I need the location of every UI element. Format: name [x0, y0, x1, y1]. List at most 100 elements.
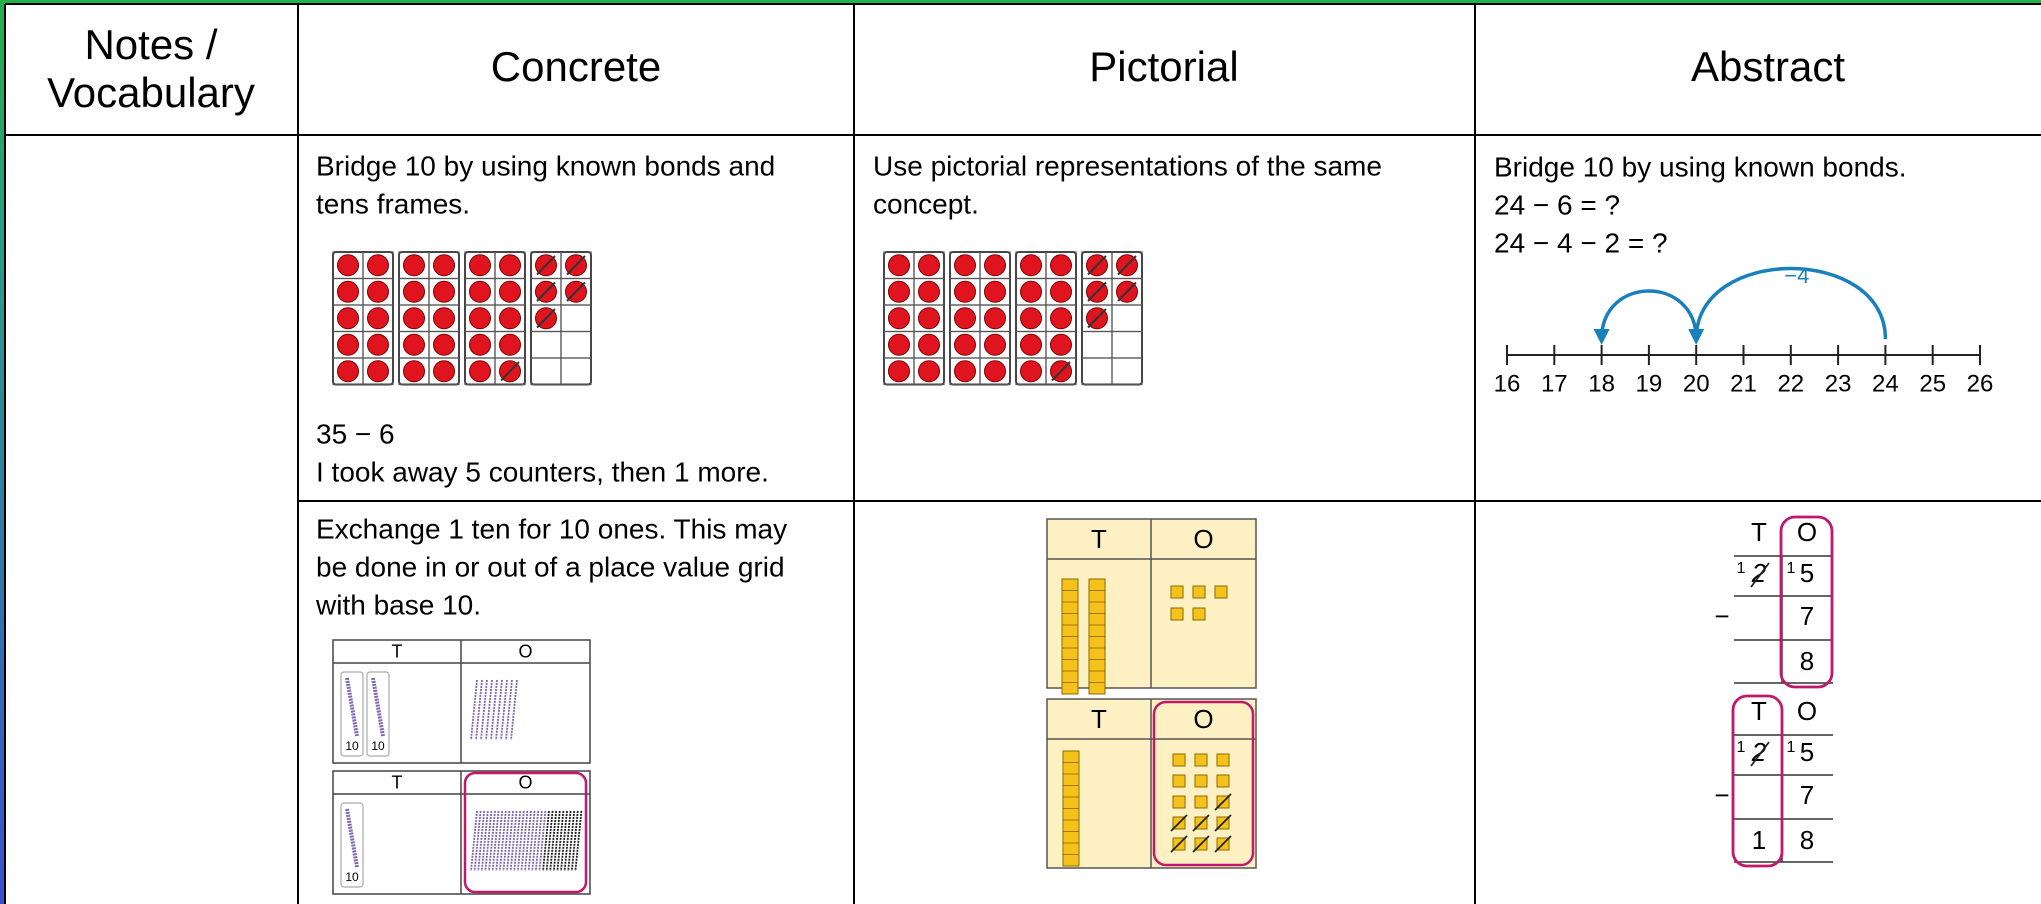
cross-out	[536, 255, 556, 276]
digit: 8	[1800, 825, 1814, 855]
counter	[954, 254, 976, 277]
cross-out	[1087, 281, 1107, 302]
counter	[1020, 360, 1042, 383]
ones-stick	[534, 810, 543, 872]
ones-stick	[549, 810, 558, 872]
header: Concrete	[491, 43, 661, 90]
counter	[888, 360, 910, 383]
cross-out	[1087, 255, 1107, 276]
number-label: 23	[1825, 370, 1852, 397]
pv-header: T	[392, 641, 403, 661]
counter	[1020, 333, 1042, 356]
counter	[337, 333, 359, 356]
counter	[1050, 254, 1072, 277]
frame-cell	[428, 357, 460, 386]
counter	[984, 360, 1006, 383]
jump-arc	[1694, 266, 1888, 340]
ones-stick	[516, 810, 525, 872]
counter	[499, 307, 521, 330]
ones-stick	[480, 810, 489, 872]
counter	[954, 307, 976, 330]
counter	[469, 333, 491, 356]
table-grid	[4, 3, 2041, 904]
ones-stick	[563, 810, 572, 872]
counter	[888, 333, 910, 356]
frame-cell	[1111, 357, 1143, 386]
ones-stick	[491, 810, 500, 872]
digit: 7	[1800, 780, 1814, 810]
cell-text: 35 − 6	[316, 418, 395, 449]
ones-stick	[520, 810, 529, 872]
counter	[469, 280, 491, 303]
ones-stick	[513, 810, 522, 872]
arrow-head	[1688, 329, 1705, 345]
frame-cell	[1045, 357, 1077, 386]
pv-header: T	[1091, 524, 1107, 554]
cube	[1170, 585, 1184, 599]
ones-stick	[538, 810, 547, 872]
ones-stick	[480, 679, 488, 741]
cube	[1194, 795, 1208, 809]
cross-out	[1117, 281, 1137, 302]
cube	[1194, 774, 1208, 788]
counter	[499, 254, 521, 277]
counter	[918, 254, 940, 277]
digit: 1	[1752, 825, 1766, 855]
arrow-head	[1593, 329, 1610, 345]
number-label: 18	[1588, 370, 1615, 397]
highlight	[463, 771, 588, 894]
cell-text: I took away 5 counters, then 1 more.	[316, 456, 769, 487]
cross-out	[1051, 361, 1071, 382]
ones-stick	[495, 810, 504, 872]
header-notes-line: Notes / Vocabulary	[47, 21, 255, 116]
ones-stick	[552, 810, 561, 872]
ones-stick	[556, 810, 565, 872]
ones-stick	[510, 679, 518, 741]
counter	[984, 280, 1006, 303]
highlight	[1779, 515, 1834, 689]
number-label: 25	[1919, 370, 1946, 397]
counter	[337, 254, 359, 277]
counter	[367, 280, 389, 303]
cell-text: Bridge 10 by using known bonds and	[316, 150, 775, 181]
pv-header: T	[1751, 517, 1767, 547]
number-label: 26	[1967, 370, 1994, 397]
ones-stick	[485, 679, 493, 741]
cube	[1170, 607, 1184, 621]
number-label: 17	[1541, 370, 1568, 397]
pv-header: O	[1797, 517, 1817, 547]
cross-out	[1117, 255, 1137, 276]
counter	[984, 333, 1006, 356]
digit: 5	[1800, 737, 1814, 767]
pv-header: T	[1751, 696, 1767, 726]
rod	[345, 808, 359, 868]
pv-header: O	[1797, 696, 1817, 726]
number-label: 24	[1872, 370, 1899, 397]
frame-cell	[913, 357, 945, 386]
ones-stick	[524, 810, 532, 872]
number-label: 20	[1683, 370, 1710, 397]
ones-stick	[477, 810, 486, 872]
counter	[954, 360, 976, 383]
cross-out	[1214, 835, 1232, 853]
counter	[888, 307, 910, 330]
counter	[469, 307, 491, 330]
digit: 7	[1800, 601, 1814, 631]
counter	[1020, 307, 1042, 330]
carry: 1	[1737, 560, 1746, 577]
cross-out	[1214, 814, 1232, 832]
counter	[1050, 307, 1072, 330]
ones-stick	[484, 810, 493, 872]
cube	[1216, 774, 1230, 788]
cell-text: with base 10.	[315, 589, 481, 620]
ones-stick	[570, 810, 579, 872]
cross-out	[500, 361, 520, 382]
pv-header: T	[1091, 704, 1107, 734]
digit: 8	[1800, 646, 1814, 676]
counter	[433, 307, 455, 330]
counter	[337, 360, 359, 383]
pv-header: O	[518, 772, 532, 792]
ones-stick	[502, 810, 511, 872]
cell-text: be done in or out of a place value grid	[316, 551, 785, 582]
cube	[1192, 585, 1206, 599]
